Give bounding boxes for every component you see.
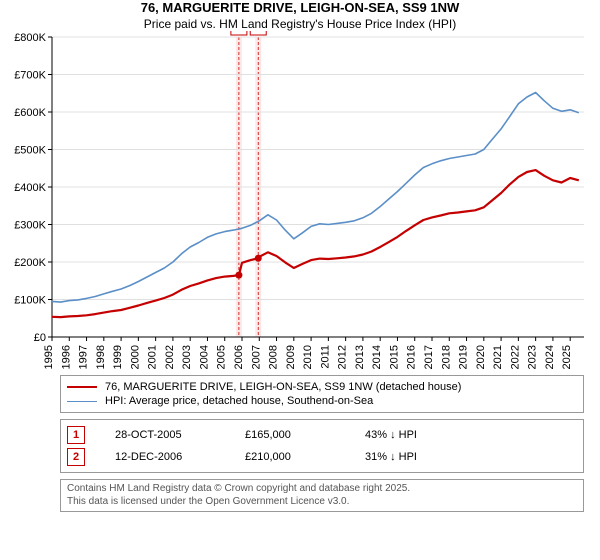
x-tick-label: 2001 bbox=[147, 345, 159, 369]
x-tick-label: 2008 bbox=[268, 345, 280, 369]
legend-item: 76, MARGUERITE DRIVE, LEIGH-ON-SEA, SS9 … bbox=[67, 380, 577, 394]
legend-swatch bbox=[67, 401, 97, 402]
y-tick-label: £500K bbox=[14, 145, 46, 157]
sale-price: £210,000 bbox=[245, 451, 335, 463]
sale-marker: 1 bbox=[67, 426, 85, 444]
chart-title-line2: Price paid vs. HM Land Registry's House … bbox=[0, 17, 600, 31]
marker-dot bbox=[255, 255, 262, 262]
x-tick-label: 2025 bbox=[561, 345, 573, 369]
x-tick-label: 2019 bbox=[458, 345, 470, 369]
marker-dot bbox=[235, 272, 242, 279]
legend-item: HPI: Average price, detached house, Sout… bbox=[67, 394, 577, 408]
x-tick-label: 1997 bbox=[78, 345, 90, 369]
x-tick-label: 2005 bbox=[216, 345, 228, 369]
x-tick-label: 2009 bbox=[285, 345, 297, 369]
legend-label: 76, MARGUERITE DRIVE, LEIGH-ON-SEA, SS9 … bbox=[105, 381, 461, 393]
x-tick-label: 2002 bbox=[164, 345, 176, 369]
y-tick-label: £0 bbox=[34, 332, 46, 344]
x-tick-label: 2017 bbox=[423, 345, 435, 369]
x-tick-label: 2023 bbox=[527, 345, 539, 369]
x-tick-label: 2006 bbox=[233, 345, 245, 369]
chart-title-line1: 76, MARGUERITE DRIVE, LEIGH-ON-SEA, SS9 … bbox=[0, 0, 600, 15]
credit-line2: This data is licensed under the Open Gov… bbox=[67, 496, 577, 509]
x-tick-label: 2004 bbox=[198, 345, 210, 369]
legend-swatch bbox=[67, 386, 97, 388]
x-tick-label: 2024 bbox=[544, 345, 556, 369]
x-tick-label: 2011 bbox=[319, 345, 331, 369]
y-tick-label: £100K bbox=[14, 295, 46, 307]
sale-date: 12-DEC-2006 bbox=[115, 451, 215, 463]
x-tick-label: 1998 bbox=[95, 345, 107, 369]
x-tick-label: 2015 bbox=[388, 345, 400, 369]
y-tick-label: £700K bbox=[14, 70, 46, 82]
legend-box: 76, MARGUERITE DRIVE, LEIGH-ON-SEA, SS9 … bbox=[60, 375, 584, 413]
x-tick-label: 1999 bbox=[112, 345, 124, 369]
sales-panel: 1 28-OCT-2005 £165,000 43% ↓ HPI 2 12-DEC-200… bbox=[60, 419, 584, 473]
sale-price: £165,000 bbox=[245, 429, 335, 441]
x-tick-label: 2007 bbox=[250, 345, 262, 369]
credit-box: Contains HM Land Registry data © Crown c… bbox=[60, 479, 584, 512]
x-tick-label: 2018 bbox=[440, 345, 452, 369]
credit-line1: Contains HM Land Registry data © Crown c… bbox=[67, 483, 577, 496]
y-tick-label: £400K bbox=[14, 182, 46, 194]
sale-delta: 31% ↓ HPI bbox=[365, 451, 417, 463]
y-tick-label: £600K bbox=[14, 107, 46, 119]
x-tick-label: 1995 bbox=[43, 345, 55, 369]
x-tick-label: 2000 bbox=[129, 345, 141, 369]
sale-date: 28-OCT-2005 bbox=[115, 429, 215, 441]
chart-area: £0 £100K £200K £300K £400K £500K £600K £700K £80… bbox=[0, 31, 600, 371]
x-tick-label: 2021 bbox=[492, 345, 504, 369]
sale-marker: 2 bbox=[67, 448, 85, 466]
sale-delta: 43% ↓ HPI bbox=[365, 429, 417, 441]
sale-row: 2 12-DEC-2006 £210,000 31% ↓ HPI bbox=[67, 446, 577, 468]
x-tick-label: 2014 bbox=[371, 345, 383, 369]
x-tick-label: 2016 bbox=[406, 345, 418, 369]
chart-title-block: 76, MARGUERITE DRIVE, LEIGH-ON-SEA, SS9 … bbox=[0, 0, 600, 31]
y-tick-label: £200K bbox=[14, 257, 46, 269]
legend-label: HPI: Average price, detached house, Sout… bbox=[105, 395, 373, 407]
x-tick-label: 2013 bbox=[354, 345, 366, 369]
x-tick-label: 2022 bbox=[509, 345, 521, 369]
x-tick-label: 2003 bbox=[181, 345, 193, 369]
x-tick-label: 2012 bbox=[337, 345, 349, 369]
x-tick-label: 1996 bbox=[60, 345, 72, 369]
sale-row: 1 28-OCT-2005 £165,000 43% ↓ HPI bbox=[67, 424, 577, 446]
marker-label: 1 bbox=[236, 31, 242, 34]
x-tick-label: 2010 bbox=[302, 345, 314, 369]
x-tick-label: 2020 bbox=[475, 345, 487, 369]
line-chart: £0 £100K £200K £300K £400K £500K £600K £700K £80… bbox=[0, 31, 600, 371]
y-tick-label: £300K bbox=[14, 220, 46, 232]
y-tick-label: £800K bbox=[14, 32, 46, 44]
marker-label: 2 bbox=[255, 31, 261, 34]
